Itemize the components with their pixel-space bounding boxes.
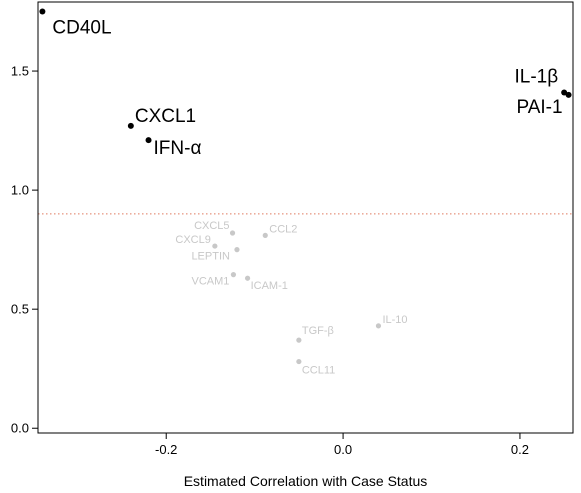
data-point (565, 91, 572, 98)
point-label: CXCL1 (135, 106, 196, 127)
point-label: VCAM1 (192, 276, 230, 288)
x-tick-label: 0.2 (511, 442, 529, 457)
data-point (561, 89, 568, 96)
point-label: IL-10 (382, 314, 407, 326)
x-tick-label: -0.2 (155, 442, 177, 457)
y-tick-label: 0.0 (11, 421, 29, 436)
point-label: CCL2 (269, 223, 297, 235)
point-label: LEPTIN (191, 251, 230, 263)
data-point (229, 230, 236, 236)
data-point (262, 232, 268, 238)
data-point (230, 272, 237, 278)
point-label: ICAM-1 (251, 280, 288, 292)
point-label: TGF-β (302, 325, 334, 337)
point-label: CXCL9 (175, 234, 210, 246)
data-point (296, 358, 302, 365)
data-point (145, 137, 152, 144)
point-label: CXCL5 (194, 220, 229, 232)
data-point (234, 247, 240, 253)
x-tick-label: 0.0 (334, 442, 352, 457)
data-point (375, 323, 382, 329)
data-point (127, 122, 134, 129)
y-tick-label: 1.0 (11, 183, 29, 198)
data-point (212, 243, 218, 249)
point-label: IL-1β (514, 66, 558, 87)
data-point (296, 337, 302, 343)
point-label: PAI-1 (516, 97, 562, 118)
data-point (39, 8, 46, 15)
x-axis-title: Estimated Correlation with Case Status (184, 473, 428, 489)
data-point (244, 275, 251, 281)
point-label: CD40L (52, 18, 111, 39)
y-tick-label: 1.5 (11, 64, 29, 79)
plot-frame (37, 1, 574, 434)
point-label: CCL11 (302, 365, 335, 377)
point-labels: CD40L CXCL1 IFN-α IL-1β PAI-1 CXCL5 CCL2 CXCL9 L… (52, 18, 562, 377)
y-tick-label: 0.5 (11, 302, 29, 317)
x-axis: -0.2 0.0 0.2 (155, 433, 529, 457)
data-points (39, 8, 572, 365)
point-label: IFN-α (154, 138, 202, 159)
y-axis: 0.0 0.5 1.0 1.5 (11, 64, 38, 436)
